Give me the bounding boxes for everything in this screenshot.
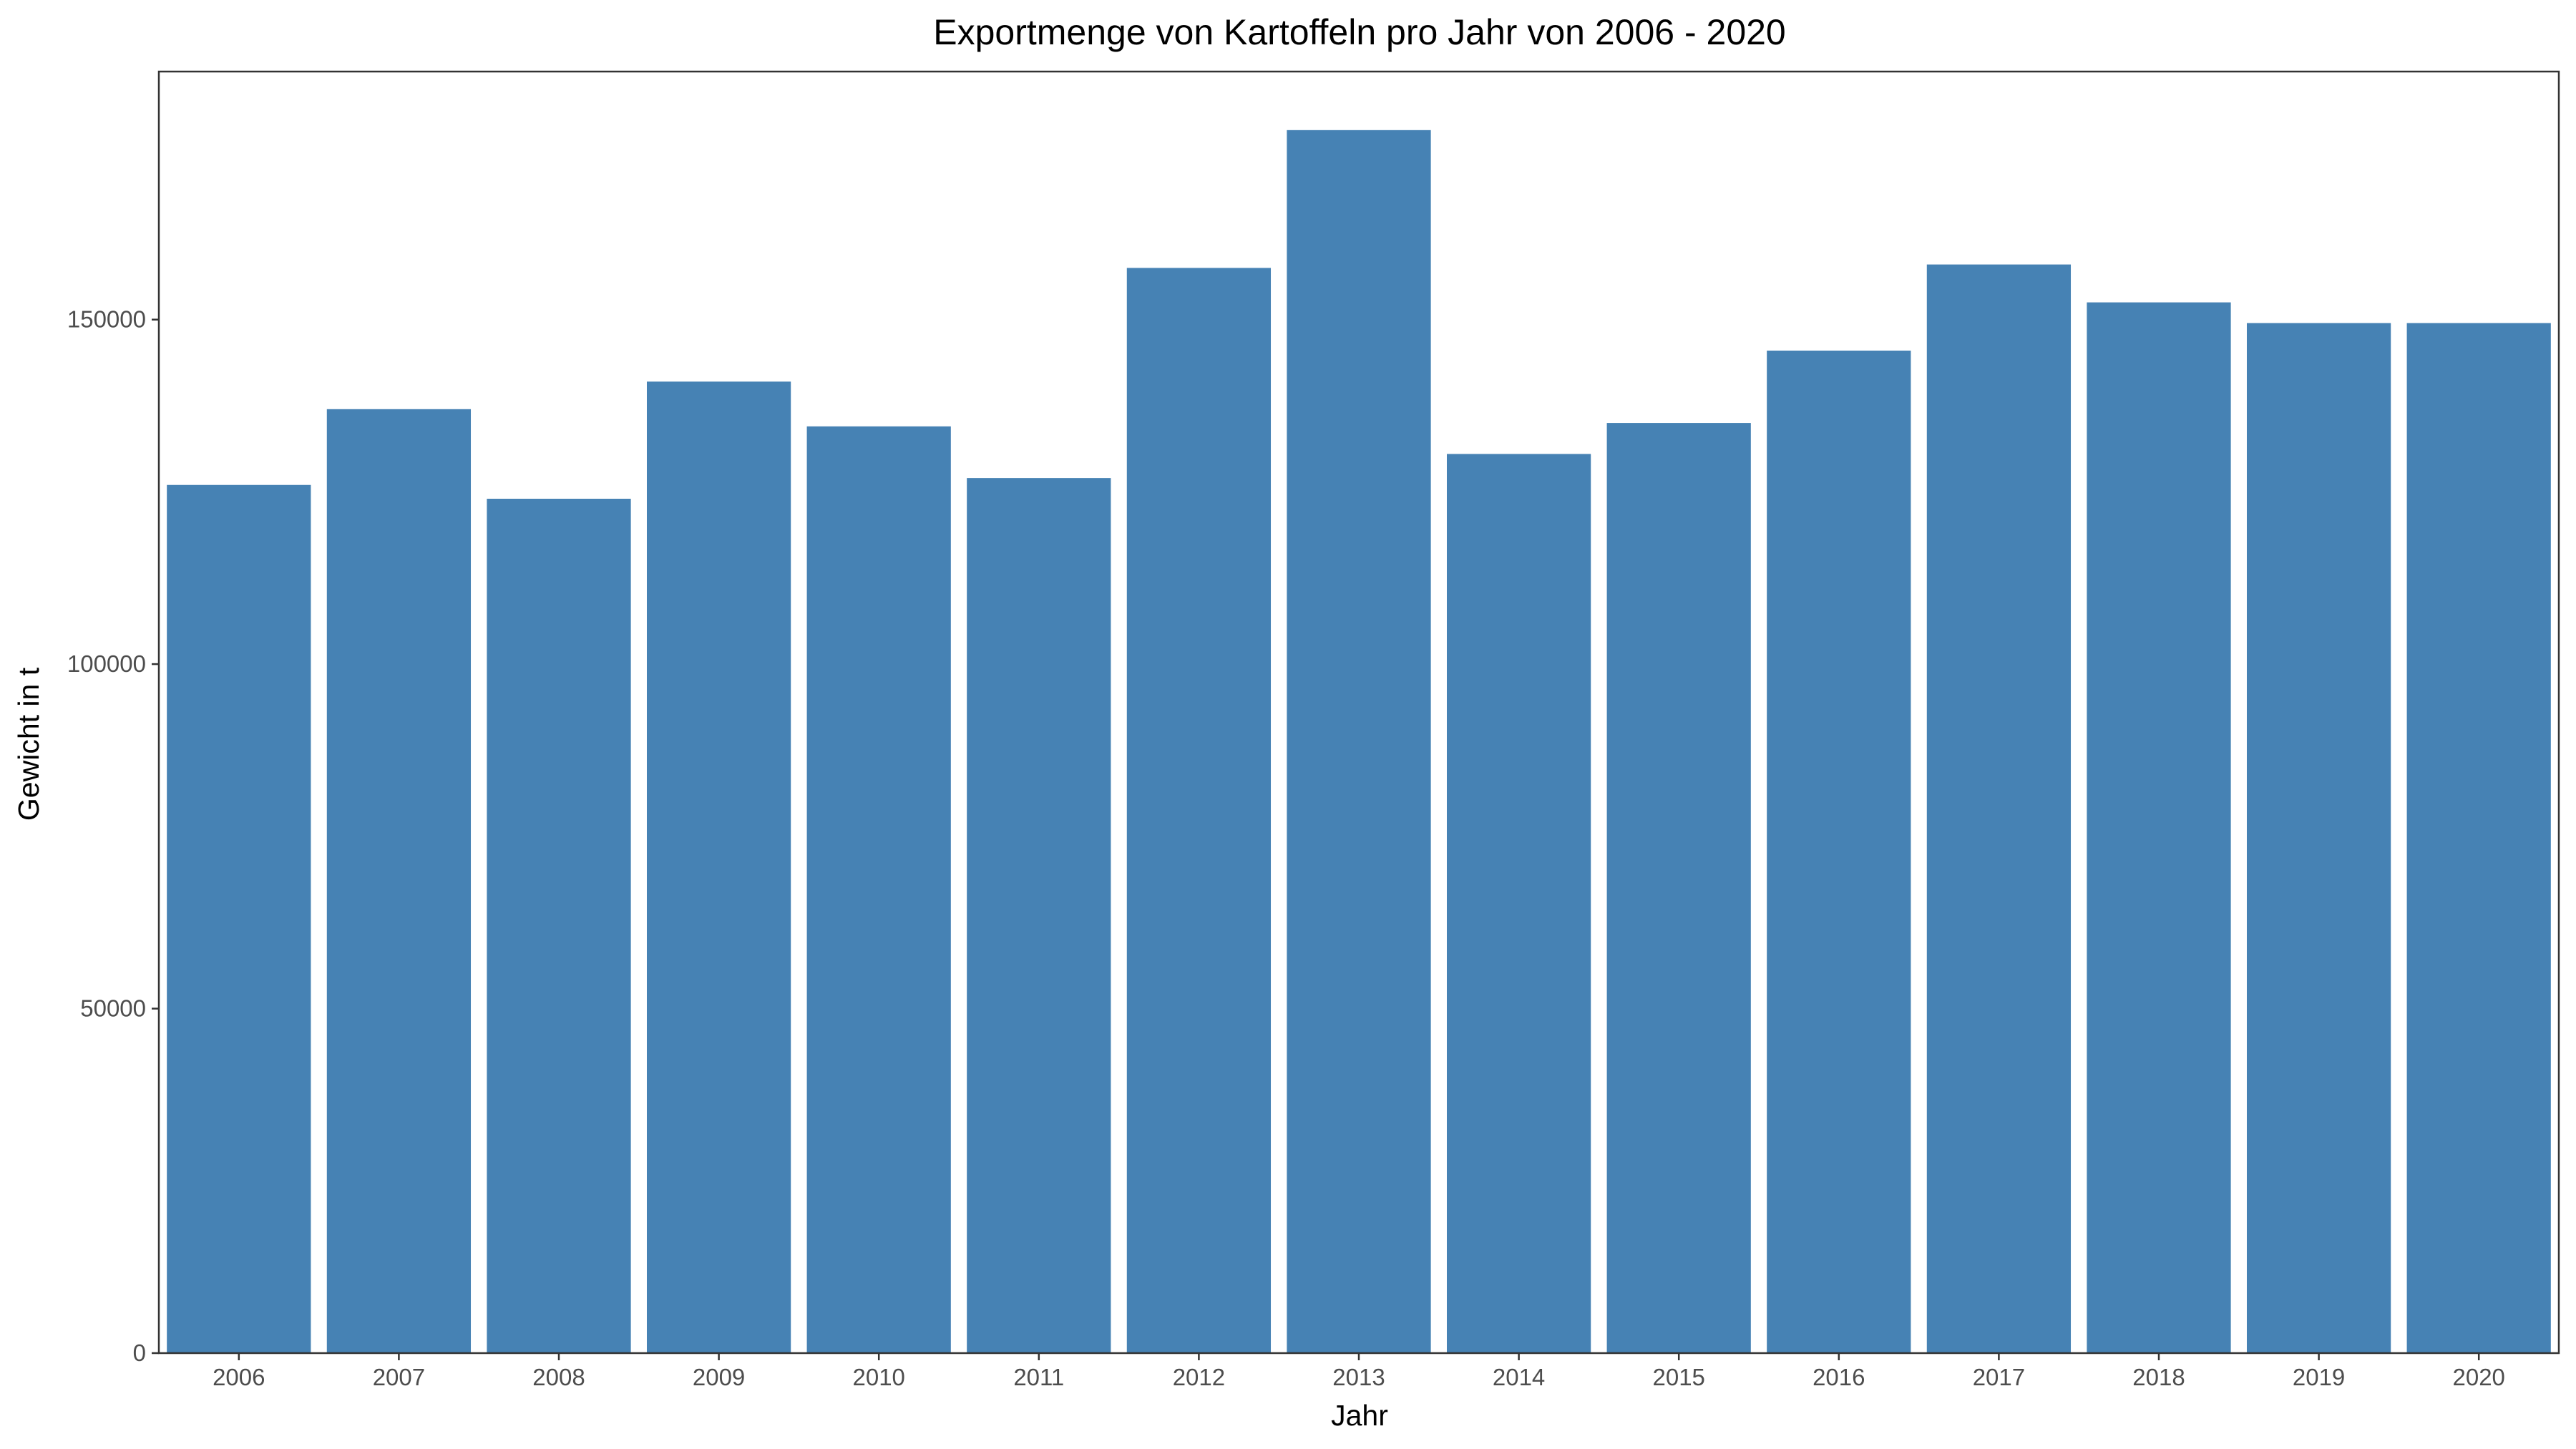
y-tick-label: 50000 bbox=[80, 995, 146, 1022]
x-tick-label: 2016 bbox=[1813, 1364, 1865, 1390]
bars-group bbox=[167, 130, 2551, 1354]
x-tick-label: 2008 bbox=[532, 1364, 585, 1390]
x-tick-label: 2019 bbox=[2293, 1364, 2345, 1390]
bar-2020 bbox=[2406, 323, 2551, 1353]
bar-2011 bbox=[967, 478, 1111, 1353]
bar-2015 bbox=[1606, 423, 1751, 1354]
x-tick-label: 2010 bbox=[852, 1364, 904, 1390]
chart-title: Exportmenge von Kartoffeln pro Jahr von … bbox=[933, 12, 1786, 52]
x-tick-label: 2013 bbox=[1332, 1364, 1385, 1390]
x-axis: 2006 2007 2008 2009 2010 2011 2012 2013 2014 2015… bbox=[213, 1353, 2505, 1390]
bar-2016 bbox=[1767, 350, 1911, 1353]
x-tick-label: 2017 bbox=[1973, 1364, 2025, 1390]
bar-2019 bbox=[2246, 323, 2391, 1353]
bar-2012 bbox=[1126, 268, 1272, 1353]
bar-2008 bbox=[487, 499, 631, 1353]
y-axis-title: Gewicht in t bbox=[12, 667, 45, 821]
x-tick-label: 2011 bbox=[1013, 1364, 1064, 1390]
y-tick-label: 150000 bbox=[67, 306, 146, 333]
bar-2007 bbox=[326, 409, 472, 1354]
x-tick-label: 2018 bbox=[2132, 1364, 2185, 1390]
x-tick-label: 2012 bbox=[1173, 1364, 1225, 1390]
bar-2009 bbox=[646, 381, 791, 1354]
plot-panel-border bbox=[157, 70, 2560, 1355]
bar-2014 bbox=[1446, 454, 1591, 1353]
y-tick-label: 0 bbox=[133, 1340, 146, 1366]
bar-2010 bbox=[806, 426, 951, 1353]
y-axis: 0 50000 100000 150000 bbox=[67, 306, 159, 1366]
bar-2013 bbox=[1287, 130, 1431, 1353]
x-tick-label: 2007 bbox=[373, 1364, 425, 1390]
x-tick-label: 2006 bbox=[213, 1364, 265, 1390]
x-tick-label: 2015 bbox=[1652, 1364, 1704, 1390]
x-tick-label: 2009 bbox=[693, 1364, 745, 1390]
bar-2018 bbox=[2087, 302, 2231, 1354]
y-tick-label: 100000 bbox=[67, 650, 146, 677]
x-tick-label: 2020 bbox=[2452, 1364, 2504, 1390]
x-axis-title: Jahr bbox=[1331, 1399, 1388, 1432]
x-tick-label: 2014 bbox=[1493, 1364, 1545, 1390]
bar-2006 bbox=[167, 484, 311, 1353]
bar-2017 bbox=[1926, 264, 2072, 1353]
